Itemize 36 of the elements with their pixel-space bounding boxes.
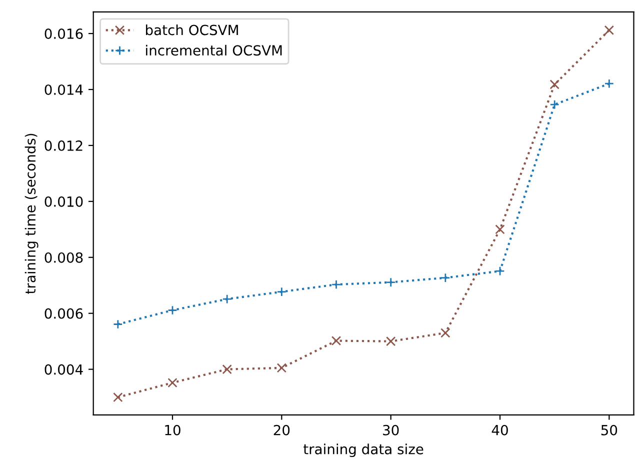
y-tick-label: 0.012 [44, 140, 82, 151]
point [168, 378, 178, 388]
point [113, 319, 123, 330]
y-tick-label: 0.010 [44, 196, 83, 207]
point [276, 286, 287, 297]
point [113, 392, 123, 402]
x-tick-label: 50 [601, 424, 618, 436]
x-tick-label: 30 [383, 424, 399, 436]
y-tick-label: 0.016 [44, 28, 83, 40]
x-tick-label: 10 [165, 424, 180, 436]
point [222, 364, 232, 374]
point [276, 363, 287, 373]
x-tick-label: 40 [492, 424, 508, 436]
point [168, 305, 178, 316]
point [495, 224, 505, 234]
y-tick-label: 0.006 [44, 308, 83, 319]
point [331, 280, 342, 290]
x-tick-label: 20 [274, 424, 290, 436]
y-tick-label: 0.008 [44, 252, 83, 263]
point [331, 336, 342, 346]
point [550, 80, 560, 90]
point [440, 328, 450, 338]
point [440, 272, 450, 283]
point [222, 294, 232, 304]
y-tick-label: 0.014 [44, 84, 83, 95]
y-axis-title: training time (seconds) [24, 134, 38, 294]
point [550, 100, 560, 110]
legend-label: incremental OCSVM [146, 44, 282, 56]
point [604, 25, 614, 36]
x-axis-title: training data size [303, 444, 424, 458]
point [386, 336, 396, 346]
point [604, 78, 614, 88]
legend-label: batch OCSVM [146, 24, 238, 36]
y-tick-label: 0.004 [44, 364, 83, 375]
point [386, 277, 396, 288]
point [495, 266, 505, 276]
